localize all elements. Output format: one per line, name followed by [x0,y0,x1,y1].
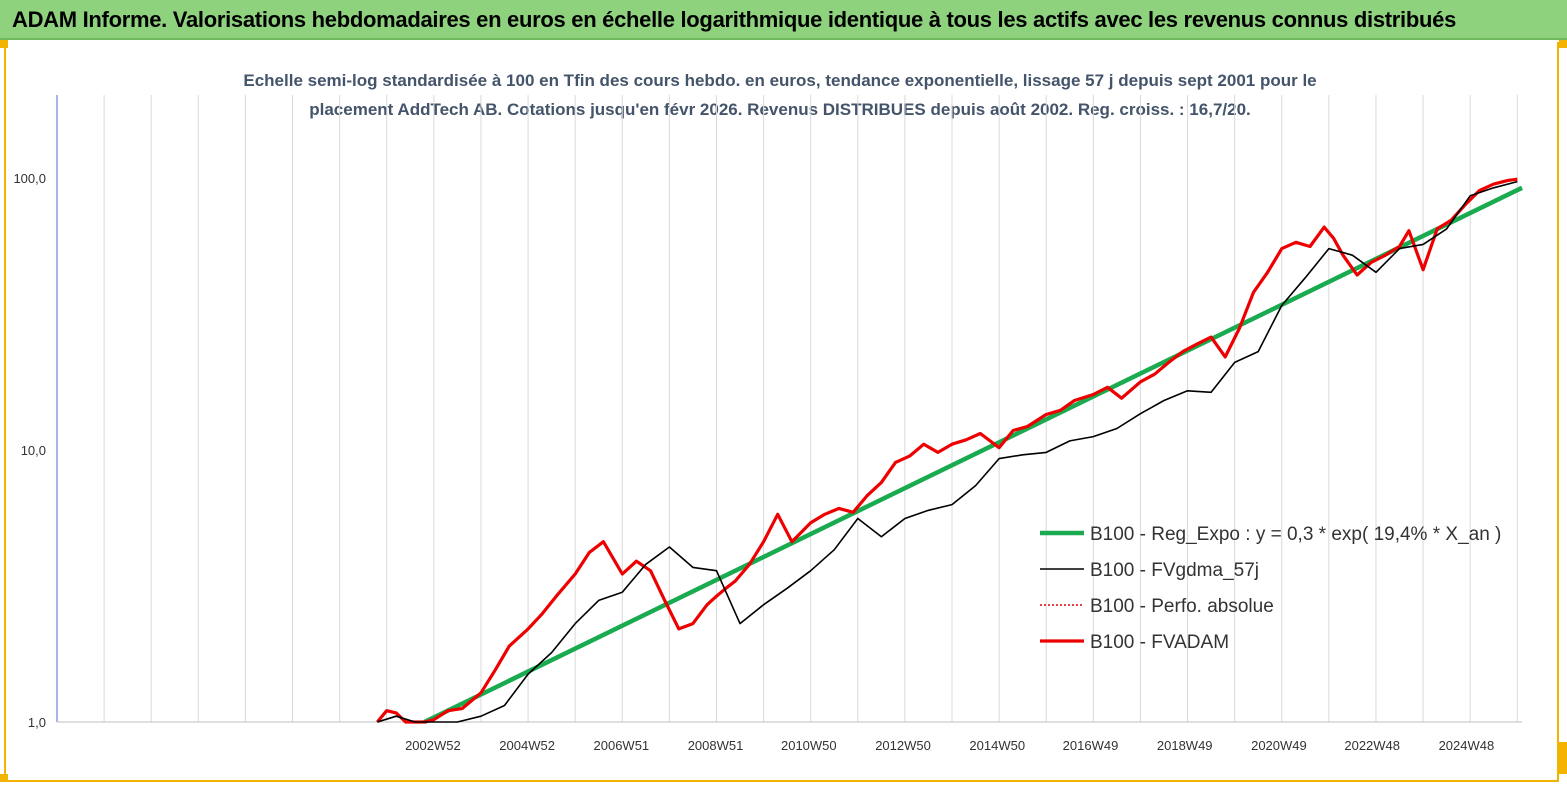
banner-title: ADAM Informe. Valorisations hebdomadaire… [12,7,1457,32]
legend-label: B100 - FVADAM [1090,632,1229,653]
legend: B100 - Reg_Expo : y = 0,3 * exp( 19,4% *… [1040,524,1501,653]
chart-title: Echelle semi-log standardisée à 100 en T… [180,66,1380,124]
legend-label: B100 - Perfo. absolue [1090,596,1274,617]
series-line-thick-green [423,185,1523,725]
x-tick-label: 2018W49 [1157,738,1213,753]
chart-title-line-2: placement AddTech AB. Cotations jusqu'en… [309,100,1251,119]
x-tick-label: 2008W51 [688,738,744,753]
x-tick-label: 2010W50 [781,738,837,753]
series-line-thick-red [376,177,1518,724]
y-tick-label: 1,0 [28,715,46,730]
x-tick-label: 2020W49 [1251,738,1307,753]
x-tick-label: 2002W52 [405,738,461,753]
x-tick-label: 2006W51 [594,738,650,753]
x-tick-label: 2024W48 [1439,738,1495,753]
x-tick-label: 2022W48 [1344,738,1400,753]
corner-marker-top-right [1559,40,1567,48]
x-tick-label: 2016W49 [1063,738,1119,753]
chart-title-line-1: Echelle semi-log standardisée à 100 en T… [243,71,1317,90]
y-tick-label: 10,0 [21,443,46,458]
y-tick-labels: 1,0 10,0 100,0 [13,171,46,730]
legend-label: B100 - FVgdma_57j [1090,560,1259,581]
y-tick-label: 100,0 [13,171,46,186]
x-tick-label: 2014W50 [969,738,1025,753]
x-tick-label: 2004W52 [499,738,555,753]
x-tick-labels: 2002W52 2004W52 2006W51 2008W51 2010W50 2012W… [405,738,1494,753]
grid-lines [103,95,1518,722]
x-tick-label: 2012W50 [875,738,931,753]
series-lines [376,177,1523,725]
banner: ADAM Informe. Valorisations hebdomadaire… [0,0,1567,40]
chart-frame [4,42,1559,782]
legend-label: B100 - Reg_Expo : y = 0,3 * exp( 19,4% *… [1090,524,1501,545]
corner-marker-bottom-right [1559,742,1567,774]
axes [56,95,1522,723]
series-line-thin-black [377,180,1518,723]
